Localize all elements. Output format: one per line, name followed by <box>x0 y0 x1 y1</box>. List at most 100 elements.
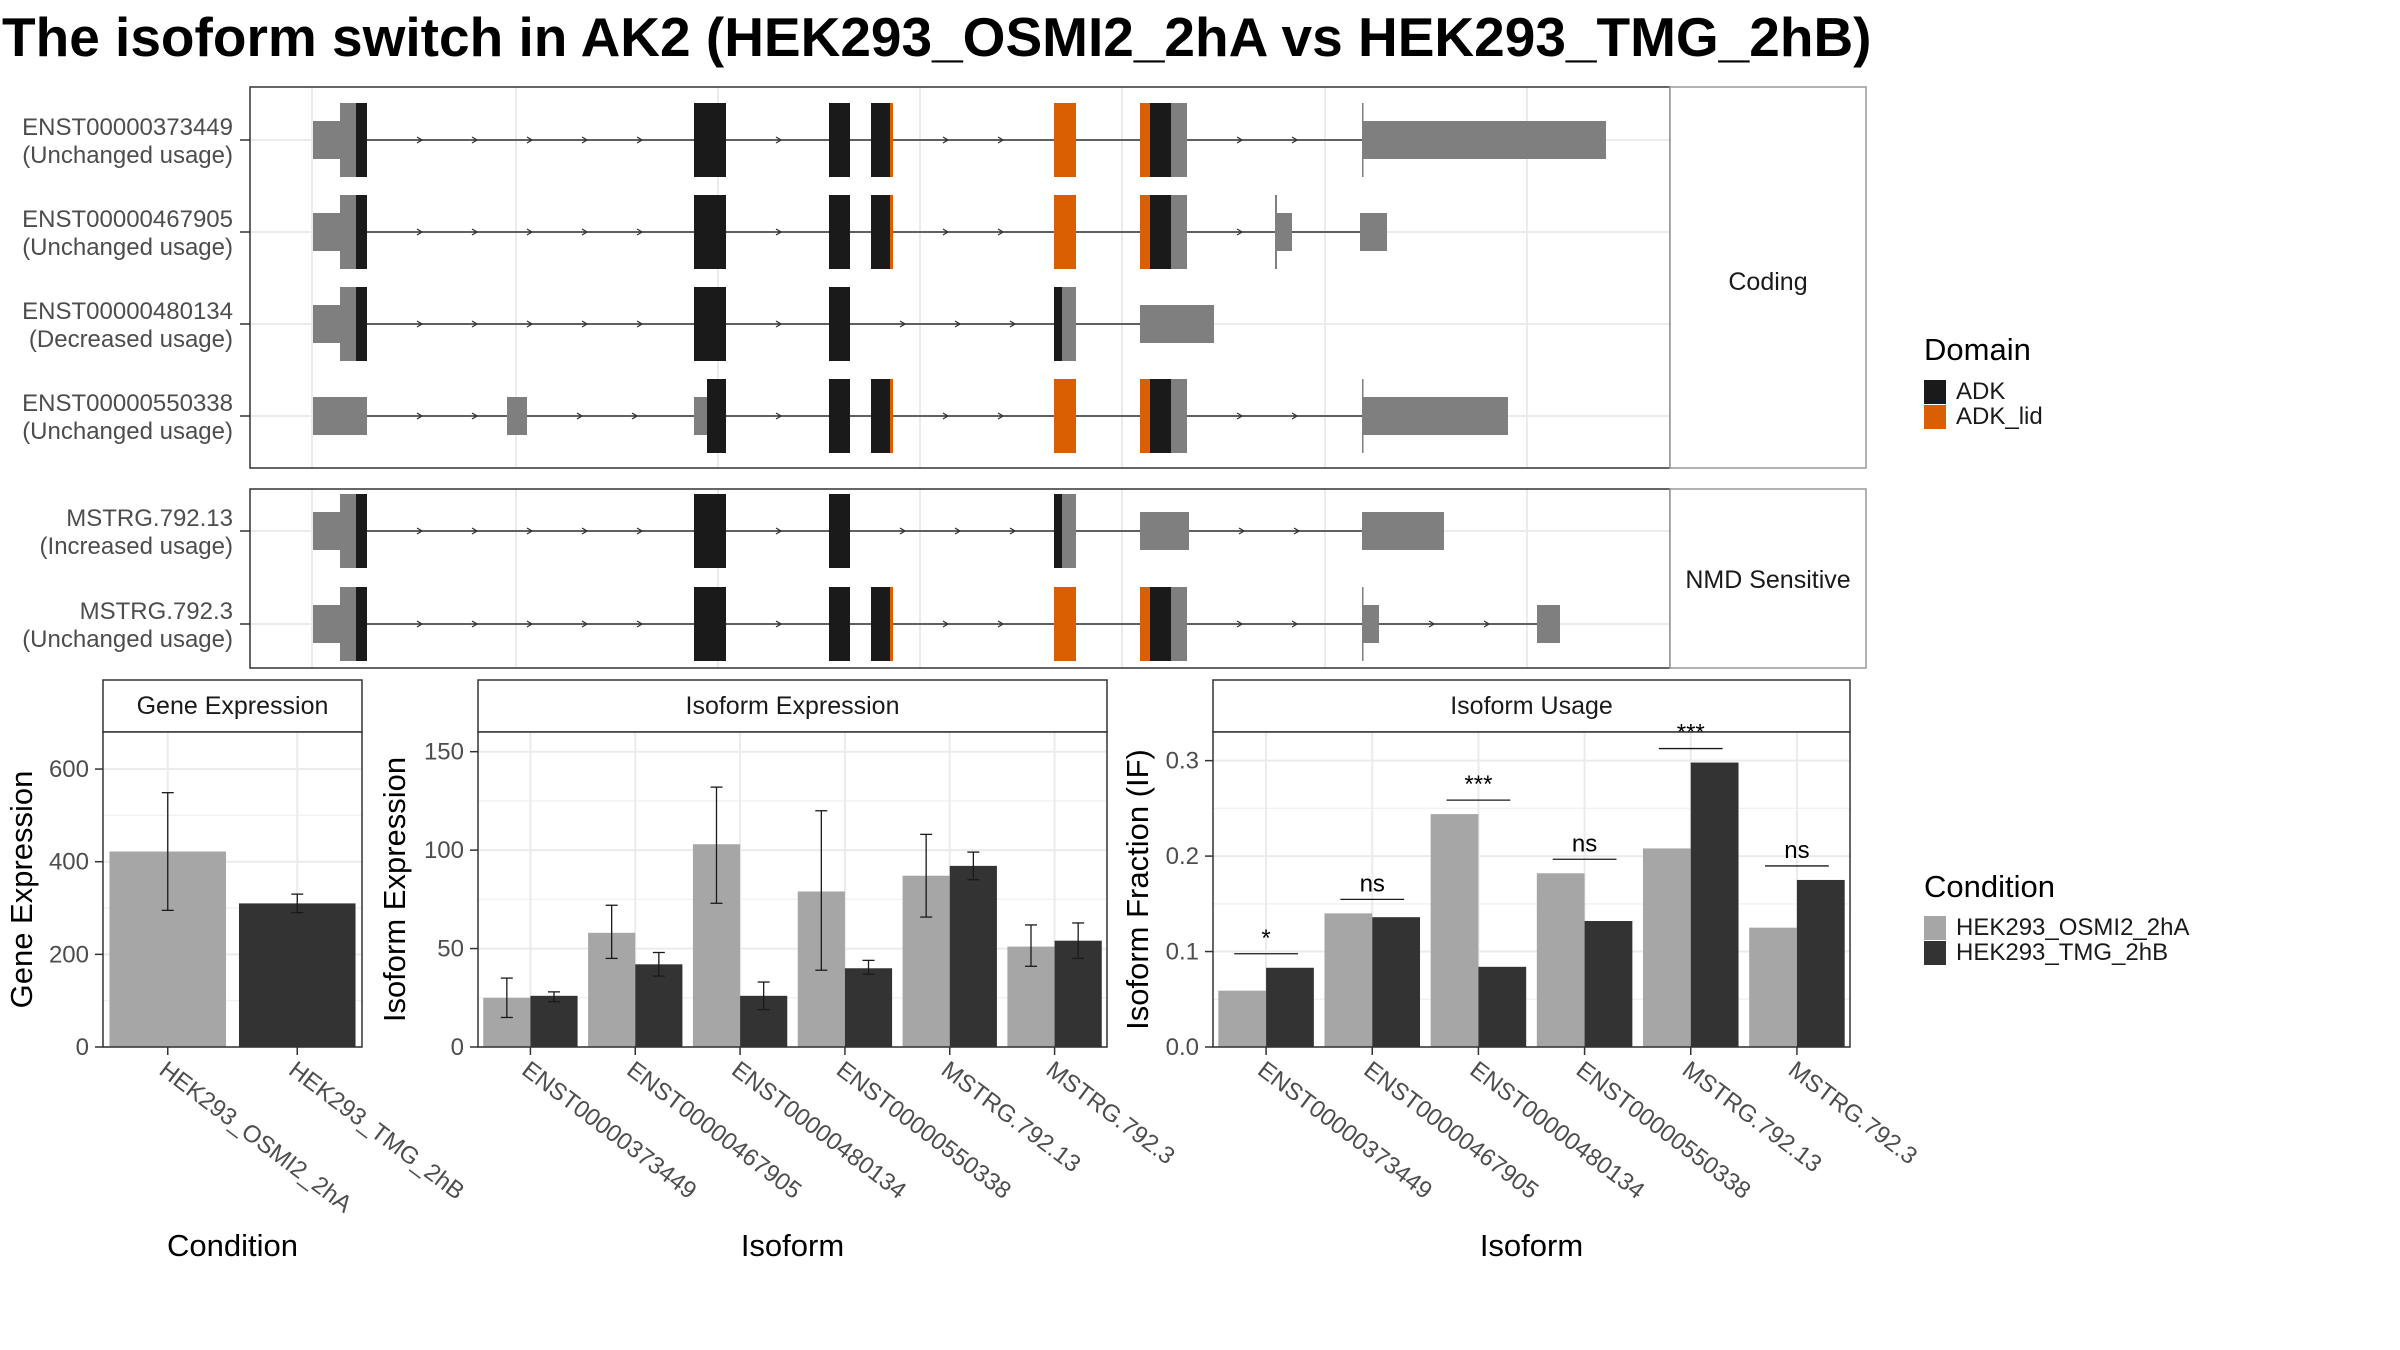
exon-block <box>1363 605 1379 643</box>
x-axis-title: Condition <box>167 1228 298 1263</box>
x-tick-label: ENST00000373449 <box>517 1056 702 1204</box>
exon-block <box>1362 103 1364 177</box>
intron-arrow <box>1293 527 1301 535</box>
y-axis-title: Isoform Fraction (IF) <box>1120 749 1155 1030</box>
x-tick-label: ENST00000467905 <box>1359 1056 1544 1204</box>
panel-border <box>477 731 1108 1048</box>
panel-strip <box>102 679 363 733</box>
exon-block <box>1171 103 1187 177</box>
intron-arrow <box>581 320 589 328</box>
exon-block <box>871 195 890 269</box>
exon-block <box>1150 587 1171 661</box>
exon-block <box>890 587 893 661</box>
intron-arrow <box>581 620 589 628</box>
exon-block <box>1140 103 1150 177</box>
exon-block <box>1054 379 1076 453</box>
transcript-usage-label: (Unchanged usage) <box>22 626 233 653</box>
intron-arrow <box>775 527 783 535</box>
intron-arrow <box>416 320 424 328</box>
exon-block <box>1054 494 1062 568</box>
significance-label: * <box>1261 925 1270 952</box>
bar <box>635 964 683 1047</box>
exon-block <box>1140 379 1150 453</box>
exon-block <box>313 213 340 251</box>
exon-block <box>340 103 356 177</box>
x-tick-label: ENST00000550338 <box>1571 1056 1756 1204</box>
intron-arrow <box>1483 620 1491 628</box>
exon-block <box>1171 195 1187 269</box>
intron-arrow <box>997 136 1005 144</box>
exon-block <box>1054 587 1076 661</box>
intron-arrow <box>416 228 424 236</box>
exon-block <box>340 195 356 269</box>
panel-border <box>1212 731 1851 1048</box>
exon-block <box>1171 379 1187 453</box>
transcript-usage-label: (Decreased usage) <box>29 326 233 353</box>
bar <box>1642 848 1691 1047</box>
intron-arrow <box>954 527 962 535</box>
intron-arrow <box>526 620 534 628</box>
exon-block <box>356 103 367 177</box>
domain-legend-label: ADK <box>1956 378 2005 405</box>
intron-arrow <box>636 527 644 535</box>
exon-block <box>340 494 356 568</box>
exon-block <box>829 287 850 361</box>
intron-arrow <box>1291 412 1299 420</box>
transcript-usage-label: (Increased usage) <box>40 533 233 560</box>
condition-legend-title: Condition <box>1924 869 2055 904</box>
y-axis-title: Isoform Expression <box>377 757 412 1022</box>
domain-legend-label: ADK_lid <box>1956 403 2043 430</box>
transcript-id-label: ENST00000373449 <box>22 114 233 141</box>
intron-arrow <box>997 620 1005 628</box>
bar <box>1324 913 1373 1047</box>
condition-legend-label: HEK293_TMG_2hB <box>1956 939 2168 966</box>
y-axis-title: Gene Expression <box>4 771 39 1009</box>
intron-arrow <box>471 136 479 144</box>
exon-block <box>1150 195 1171 269</box>
bar <box>1584 921 1633 1047</box>
domain-legend-key <box>1924 405 1946 429</box>
intron-arrow <box>416 412 424 420</box>
intron-arrow <box>416 527 424 535</box>
exon-block <box>1062 287 1076 361</box>
intron-arrow <box>636 228 644 236</box>
condition-legend-label: HEK293_OSMI2_2hA <box>1956 914 2189 941</box>
intron-arrow <box>775 412 783 420</box>
domain-legend-key <box>1924 380 1946 404</box>
intron-arrow <box>954 320 962 328</box>
intron-arrow <box>1428 620 1436 628</box>
intron-arrow <box>1291 620 1299 628</box>
intron-arrow <box>775 620 783 628</box>
condition-legend-key <box>1924 941 1946 965</box>
plot-bg <box>1213 732 1850 1047</box>
isoform-structure-panel: ENST00000373449 (Unchanged usage) ENST0000… <box>22 86 1867 669</box>
bar <box>238 903 356 1047</box>
bar <box>1796 879 1845 1047</box>
exon-block <box>1363 397 1508 435</box>
exon-block <box>1171 587 1187 661</box>
intron-arrow <box>775 320 783 328</box>
exon-block <box>1360 213 1387 251</box>
y-tick-label: 100 <box>424 837 464 864</box>
intron-arrow <box>1236 620 1244 628</box>
intron-arrow <box>471 620 479 628</box>
structure-plot-bg <box>250 489 1670 668</box>
bar <box>844 968 893 1047</box>
exon-block <box>890 103 893 177</box>
y-tick-label: 0 <box>451 1034 464 1061</box>
exon-block <box>1277 213 1292 251</box>
bar <box>1536 873 1585 1047</box>
intron-arrow <box>942 228 950 236</box>
x-tick-label: ENST00000467905 <box>622 1056 807 1204</box>
exon-block <box>890 379 893 453</box>
intron-arrow <box>526 136 534 144</box>
exon-block <box>1140 587 1150 661</box>
transcript-id-label: ENST00000480134 <box>22 298 233 325</box>
significance-label: *** <box>1464 771 1492 798</box>
transcript-usage-label: (Unchanged usage) <box>22 418 233 445</box>
intron-arrow <box>1238 527 1246 535</box>
facet-strip-label: NMD Sensitive <box>1685 566 1850 594</box>
exon-block <box>1054 195 1076 269</box>
exon-block <box>871 103 890 177</box>
y-tick-label: 0.1 <box>1166 939 1199 966</box>
